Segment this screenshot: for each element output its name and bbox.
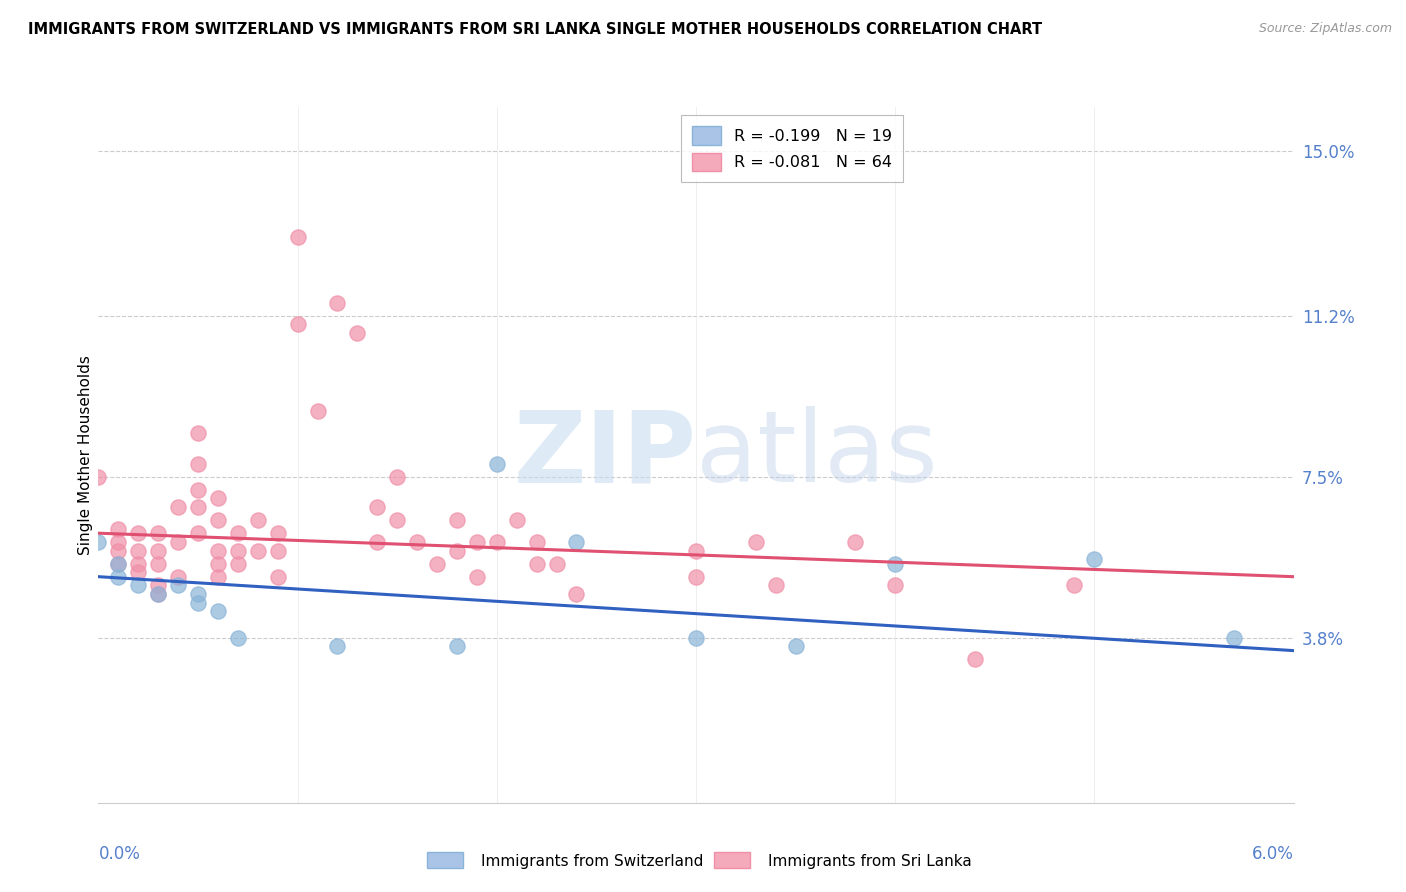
Point <box>963 652 986 666</box>
Point <box>167 500 190 514</box>
Point <box>546 557 568 571</box>
Point <box>107 557 129 571</box>
Point <box>1063 578 1085 592</box>
Point <box>187 587 209 601</box>
Point <box>465 535 488 549</box>
Point <box>884 578 907 592</box>
Point <box>267 526 290 541</box>
Point <box>148 543 170 558</box>
Point <box>87 535 110 549</box>
Legend: R = -0.199   N = 19, R = -0.081   N = 64: R = -0.199 N = 19, R = -0.081 N = 64 <box>682 115 903 182</box>
Point <box>127 566 149 580</box>
Point <box>485 535 508 549</box>
Point <box>87 469 110 483</box>
Point <box>107 535 129 549</box>
Text: 6.0%: 6.0% <box>1251 845 1294 863</box>
Point <box>207 557 229 571</box>
Point <box>127 557 149 571</box>
FancyBboxPatch shape <box>714 852 749 868</box>
Text: 0.0%: 0.0% <box>98 845 141 863</box>
Point <box>187 526 209 541</box>
Point <box>187 596 209 610</box>
Point <box>685 570 707 584</box>
Point <box>167 535 190 549</box>
Point <box>326 639 349 653</box>
Point <box>685 631 707 645</box>
Text: IMMIGRANTS FROM SWITZERLAND VS IMMIGRANTS FROM SRI LANKA SINGLE MOTHER HOUSEHOLD: IMMIGRANTS FROM SWITZERLAND VS IMMIGRANT… <box>28 22 1042 37</box>
Point <box>506 513 529 527</box>
Point <box>287 230 309 244</box>
Point <box>127 543 149 558</box>
Point <box>1083 552 1105 566</box>
Point <box>1223 631 1246 645</box>
Y-axis label: Single Mother Households: Single Mother Households <box>77 355 93 555</box>
Point <box>187 457 209 471</box>
Point <box>148 578 170 592</box>
Point <box>307 404 329 418</box>
Point <box>366 500 388 514</box>
Point <box>745 535 768 549</box>
Point <box>107 543 129 558</box>
Point <box>187 426 209 441</box>
Point <box>207 491 229 506</box>
Point <box>446 543 468 558</box>
Point <box>526 557 548 571</box>
Point <box>107 570 129 584</box>
Text: Source: ZipAtlas.com: Source: ZipAtlas.com <box>1258 22 1392 36</box>
Point <box>385 469 409 483</box>
Point <box>148 526 170 541</box>
Point <box>187 500 209 514</box>
Text: Immigrants from Switzerland: Immigrants from Switzerland <box>481 855 703 870</box>
Point <box>226 557 249 571</box>
FancyBboxPatch shape <box>427 852 463 868</box>
Point <box>685 543 707 558</box>
Text: atlas: atlas <box>696 407 938 503</box>
Point <box>148 587 170 601</box>
Point <box>785 639 807 653</box>
Point <box>226 526 249 541</box>
Point <box>148 587 170 601</box>
Point <box>884 557 907 571</box>
Point <box>446 513 468 527</box>
Point <box>426 557 449 571</box>
Point <box>207 605 229 619</box>
Point <box>565 587 588 601</box>
Point <box>267 570 290 584</box>
Point <box>526 535 548 549</box>
Point <box>287 318 309 332</box>
Point <box>127 526 149 541</box>
Point <box>167 578 190 592</box>
Point <box>565 535 588 549</box>
Point <box>366 535 388 549</box>
Text: Immigrants from Sri Lanka: Immigrants from Sri Lanka <box>768 855 972 870</box>
Point <box>148 557 170 571</box>
Point <box>346 326 368 341</box>
Point <box>485 457 508 471</box>
Point <box>187 483 209 497</box>
Point <box>246 513 269 527</box>
Point <box>167 570 190 584</box>
Point <box>246 543 269 558</box>
Point <box>267 543 290 558</box>
Point <box>107 557 129 571</box>
Point <box>465 570 488 584</box>
Point <box>765 578 787 592</box>
Point <box>207 513 229 527</box>
Point <box>385 513 409 527</box>
Point <box>406 535 429 549</box>
Text: ZIP: ZIP <box>513 407 696 503</box>
Point <box>844 535 866 549</box>
Point <box>226 543 249 558</box>
Point <box>207 570 229 584</box>
Point <box>446 639 468 653</box>
Point <box>127 578 149 592</box>
Point <box>207 543 229 558</box>
Point <box>226 631 249 645</box>
Point <box>107 522 129 536</box>
Point <box>326 295 349 310</box>
